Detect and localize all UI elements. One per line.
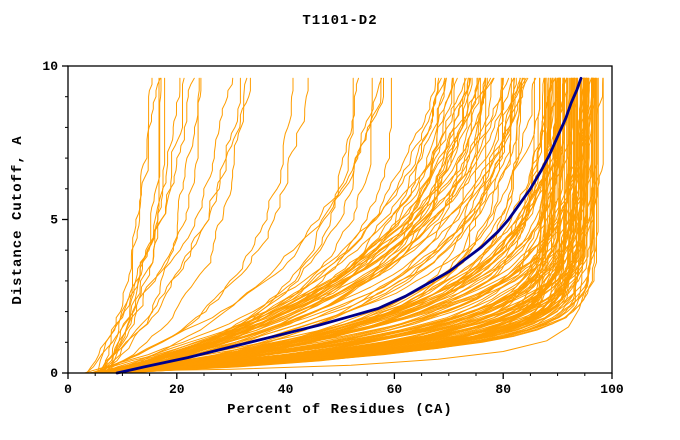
outlier-curve	[94, 77, 597, 372]
ensemble-curve	[93, 77, 572, 374]
y-tick-label: 5	[50, 213, 58, 228]
ensemble-curve	[116, 77, 467, 374]
ensemble-curve	[103, 77, 162, 374]
ensemble-curve	[119, 77, 447, 374]
y-tick-label: 0	[50, 366, 58, 381]
y-tick-label: 10	[42, 59, 58, 74]
ensemble-curve	[113, 77, 545, 374]
ensemble-curve	[106, 77, 560, 374]
x-axis-label: Percent of Residues (CA)	[227, 402, 453, 418]
ensemble-curve	[93, 77, 564, 374]
ensemble-curve	[97, 77, 521, 374]
ensemble-curve	[111, 77, 383, 374]
ensemble-curve	[115, 77, 599, 374]
ensemble-curve	[120, 77, 354, 374]
x-tick-label: 100	[600, 382, 624, 397]
ensemble-curve	[99, 77, 576, 374]
ensemble-curve	[95, 77, 382, 374]
ensemble-curve	[118, 77, 384, 374]
ensemble-curve	[113, 77, 447, 374]
ensemble-curve	[99, 77, 161, 374]
ensemble-curve	[107, 77, 604, 374]
ensemble-curve	[96, 77, 185, 374]
highlight-curve	[115, 76, 583, 375]
ensemble-curve	[118, 77, 359, 374]
ensemble-curve	[85, 77, 200, 374]
x-tick-label: 40	[278, 382, 294, 397]
ensemble-curve	[110, 77, 578, 374]
x-tick-label: 20	[169, 382, 185, 397]
x-tick-label: 0	[64, 382, 72, 397]
ensemble-curve	[129, 77, 491, 374]
ensemble-curve	[97, 77, 241, 374]
ensemble-curve	[104, 77, 153, 374]
ensemble-curve	[104, 77, 181, 374]
ensemble-curve	[110, 77, 553, 374]
ensemble-curve	[92, 77, 576, 374]
ensemble-curve	[92, 77, 574, 374]
ensemble-curve	[120, 77, 523, 374]
ensemble-curve	[110, 77, 604, 374]
ensemble-curve	[109, 77, 442, 374]
ensemble-curve	[91, 77, 561, 374]
ensemble-curve	[105, 77, 512, 374]
ensemble-curve	[103, 77, 587, 374]
ensemble-curve	[109, 77, 373, 374]
ensemble-curve	[111, 77, 535, 374]
ensemble-curve	[106, 77, 487, 374]
ensemble-curve	[127, 77, 585, 374]
ensemble-curve	[107, 77, 488, 374]
ensemble-curve	[96, 77, 202, 374]
ensemble-curve	[115, 77, 440, 374]
ensemble-curve	[101, 77, 569, 374]
ensemble-curve	[116, 77, 585, 374]
ensemble-curve	[115, 77, 469, 374]
x-tick-label: 60	[387, 382, 403, 397]
ensemble-curve	[101, 77, 537, 374]
x-tick-label: 80	[495, 382, 511, 397]
ensemble-curve	[122, 77, 574, 374]
ensemble-curve	[91, 77, 294, 374]
plot-title: T1101-D2	[302, 13, 378, 29]
ensemble-curve	[95, 77, 458, 374]
ensemble-curve	[104, 77, 248, 374]
ensemble-curve	[100, 77, 234, 374]
ensemble-curve	[104, 77, 166, 374]
ensemble-curve	[91, 77, 309, 374]
ensemble-curve	[106, 77, 392, 374]
ensemble-curve	[114, 77, 503, 374]
